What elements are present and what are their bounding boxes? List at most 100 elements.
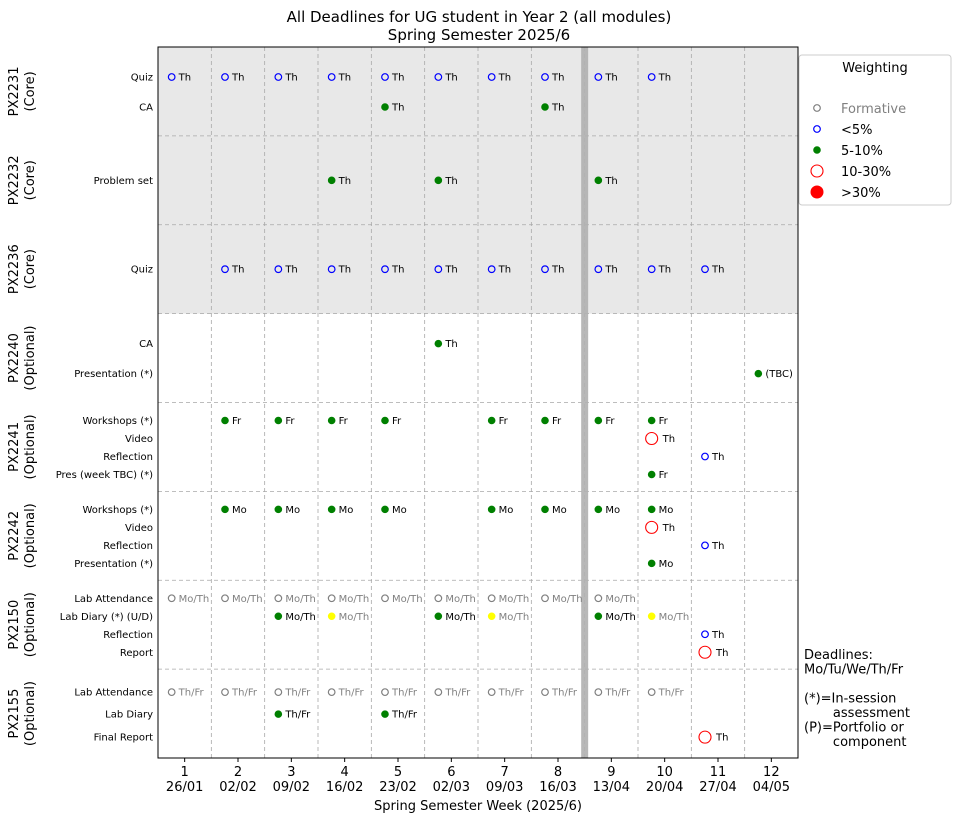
deadline-day-label: Th/Fr [178, 688, 205, 699]
deadline-day-label: Mo/Th [445, 594, 476, 605]
deadline-marker [381, 505, 389, 514]
deadline-marker [594, 688, 603, 697]
deadline-day-label: Th [231, 73, 244, 84]
module-label: PX2155 (Optional) [7, 681, 38, 746]
deadline-marker [541, 594, 549, 603]
deadline-marker [327, 505, 336, 514]
deadline-day-label: (TBC) [765, 369, 793, 380]
deadline-day-label: Th [604, 73, 617, 84]
module-code: PX2242 [7, 511, 22, 561]
module-code: PX2231 [7, 67, 22, 117]
legend-label: 10-30% [841, 165, 891, 180]
deadline-marker [541, 505, 549, 514]
deadline-day-label: Th [498, 73, 511, 84]
deadline-day-label: Th/Fr [338, 688, 365, 699]
deadline-marker [434, 612, 443, 621]
notes-text: Deadlines: [804, 648, 873, 663]
deadline-marker [701, 630, 709, 639]
module-code: PX2236 [7, 244, 22, 294]
deadline-day-label: Mo [392, 505, 407, 516]
x-tick-label-date: 09/03 [486, 780, 523, 795]
deadline-marker [701, 452, 709, 461]
deadline-marker [381, 265, 389, 274]
deadline-day-label: Th [391, 265, 404, 276]
deadline-marker [381, 73, 389, 81]
deadline-day-label: Fr [552, 416, 562, 427]
deadline-day-label: Mo/Th [285, 612, 316, 623]
deadline-day-label: Mo [339, 505, 354, 516]
deadline-marker [647, 505, 656, 514]
x-tick-label-date: 09/02 [273, 780, 310, 795]
deadline-marker [434, 339, 443, 348]
deadline-day-label: Mo/Th [232, 594, 263, 605]
deadline-day-label: Fr [499, 416, 509, 427]
deadline-day-label: Th [444, 73, 457, 84]
deadline-day-label: Mo/Th [499, 612, 530, 623]
module-type: (Core) [23, 71, 38, 111]
module-type: (Optional) [23, 681, 38, 746]
x-tick-label-date: 02/03 [433, 780, 470, 795]
x-tick-label-date: 27/04 [699, 780, 736, 795]
deadline-day-label: Fr [392, 416, 402, 427]
deadline-day-label: Th [715, 648, 728, 659]
deadline-marker [167, 594, 176, 603]
legend-title: Weighting [842, 61, 907, 76]
row-label: Quiz [131, 73, 153, 84]
deadline-day-label: Th [604, 176, 617, 187]
deadline-day-label: Th [551, 73, 564, 84]
x-tick-label-week: 10 [656, 765, 673, 780]
row-label: Reflection [103, 630, 153, 641]
deadline-marker [274, 594, 283, 603]
deadline-day-label: Th [604, 265, 617, 276]
deadline-marker [327, 265, 336, 274]
plot-frame [157, 46, 799, 759]
deadline-marker [274, 710, 283, 718]
deadline-marker [541, 688, 549, 697]
deadline-day-label: Mo/Th [659, 612, 690, 623]
deadline-marker [594, 416, 603, 425]
deadline-day-label: Th [391, 73, 404, 84]
module-label: PX2240 (Optional) [7, 326, 38, 391]
row-label: Lab Diary (*) (U/D) [60, 612, 153, 623]
deadline-marker [274, 688, 283, 697]
x-axis-label: Spring Semester Week (2025/6) [374, 799, 582, 814]
deadline-day-label: Th [551, 265, 564, 276]
x-tick-label-date: 20/04 [646, 780, 683, 795]
notes-text: (P)=Portfolio or [804, 721, 904, 736]
row-label: Workshops (*) [82, 416, 153, 427]
deadline-day-label: Th [338, 176, 351, 187]
deadline-marker [487, 73, 496, 81]
deadline-day-label: Th/Fr [391, 710, 418, 721]
module-code: PX2155 [7, 689, 22, 739]
x-tick-label-week: 9 [607, 765, 615, 780]
module-label: PX2231 (Core) [7, 67, 38, 117]
deadline-marker [594, 594, 603, 603]
deadline-day-label: Th [551, 103, 564, 114]
module-label: PX2236 (Core) [7, 244, 38, 294]
break-marker [581, 47, 589, 758]
deadline-marker [381, 688, 389, 697]
deadline-day-label: Th [338, 73, 351, 84]
deadline-marker [541, 73, 549, 81]
deadline-day-label: Th [658, 73, 671, 84]
row-label: CA [139, 339, 153, 350]
deadline-marker [381, 594, 389, 603]
deadline-marker [327, 416, 336, 425]
deadline-day-label: Th/Fr [284, 688, 311, 699]
deadline-day-label: Mo [659, 559, 674, 570]
deadline-marker [487, 612, 496, 621]
module-label: PX2232 (Core) [7, 155, 38, 205]
deadline-day-label: Mo/Th [445, 612, 476, 623]
deadline-day-label: Fr [339, 416, 349, 427]
row-label: Video [125, 434, 153, 445]
deadline-day-label: Mo [659, 505, 674, 516]
x-tick-label-week: 6 [447, 765, 455, 780]
legend-marker [810, 185, 824, 199]
deadline-day-label: Fr [605, 416, 615, 427]
row-label: Reflection [103, 541, 153, 552]
deadline-marker [221, 688, 229, 697]
deadline-marker [434, 688, 443, 697]
deadline-day-label: Mo/Th [552, 594, 583, 605]
row-label: Lab Attendance [74, 594, 153, 605]
deadline-marker [327, 612, 336, 621]
